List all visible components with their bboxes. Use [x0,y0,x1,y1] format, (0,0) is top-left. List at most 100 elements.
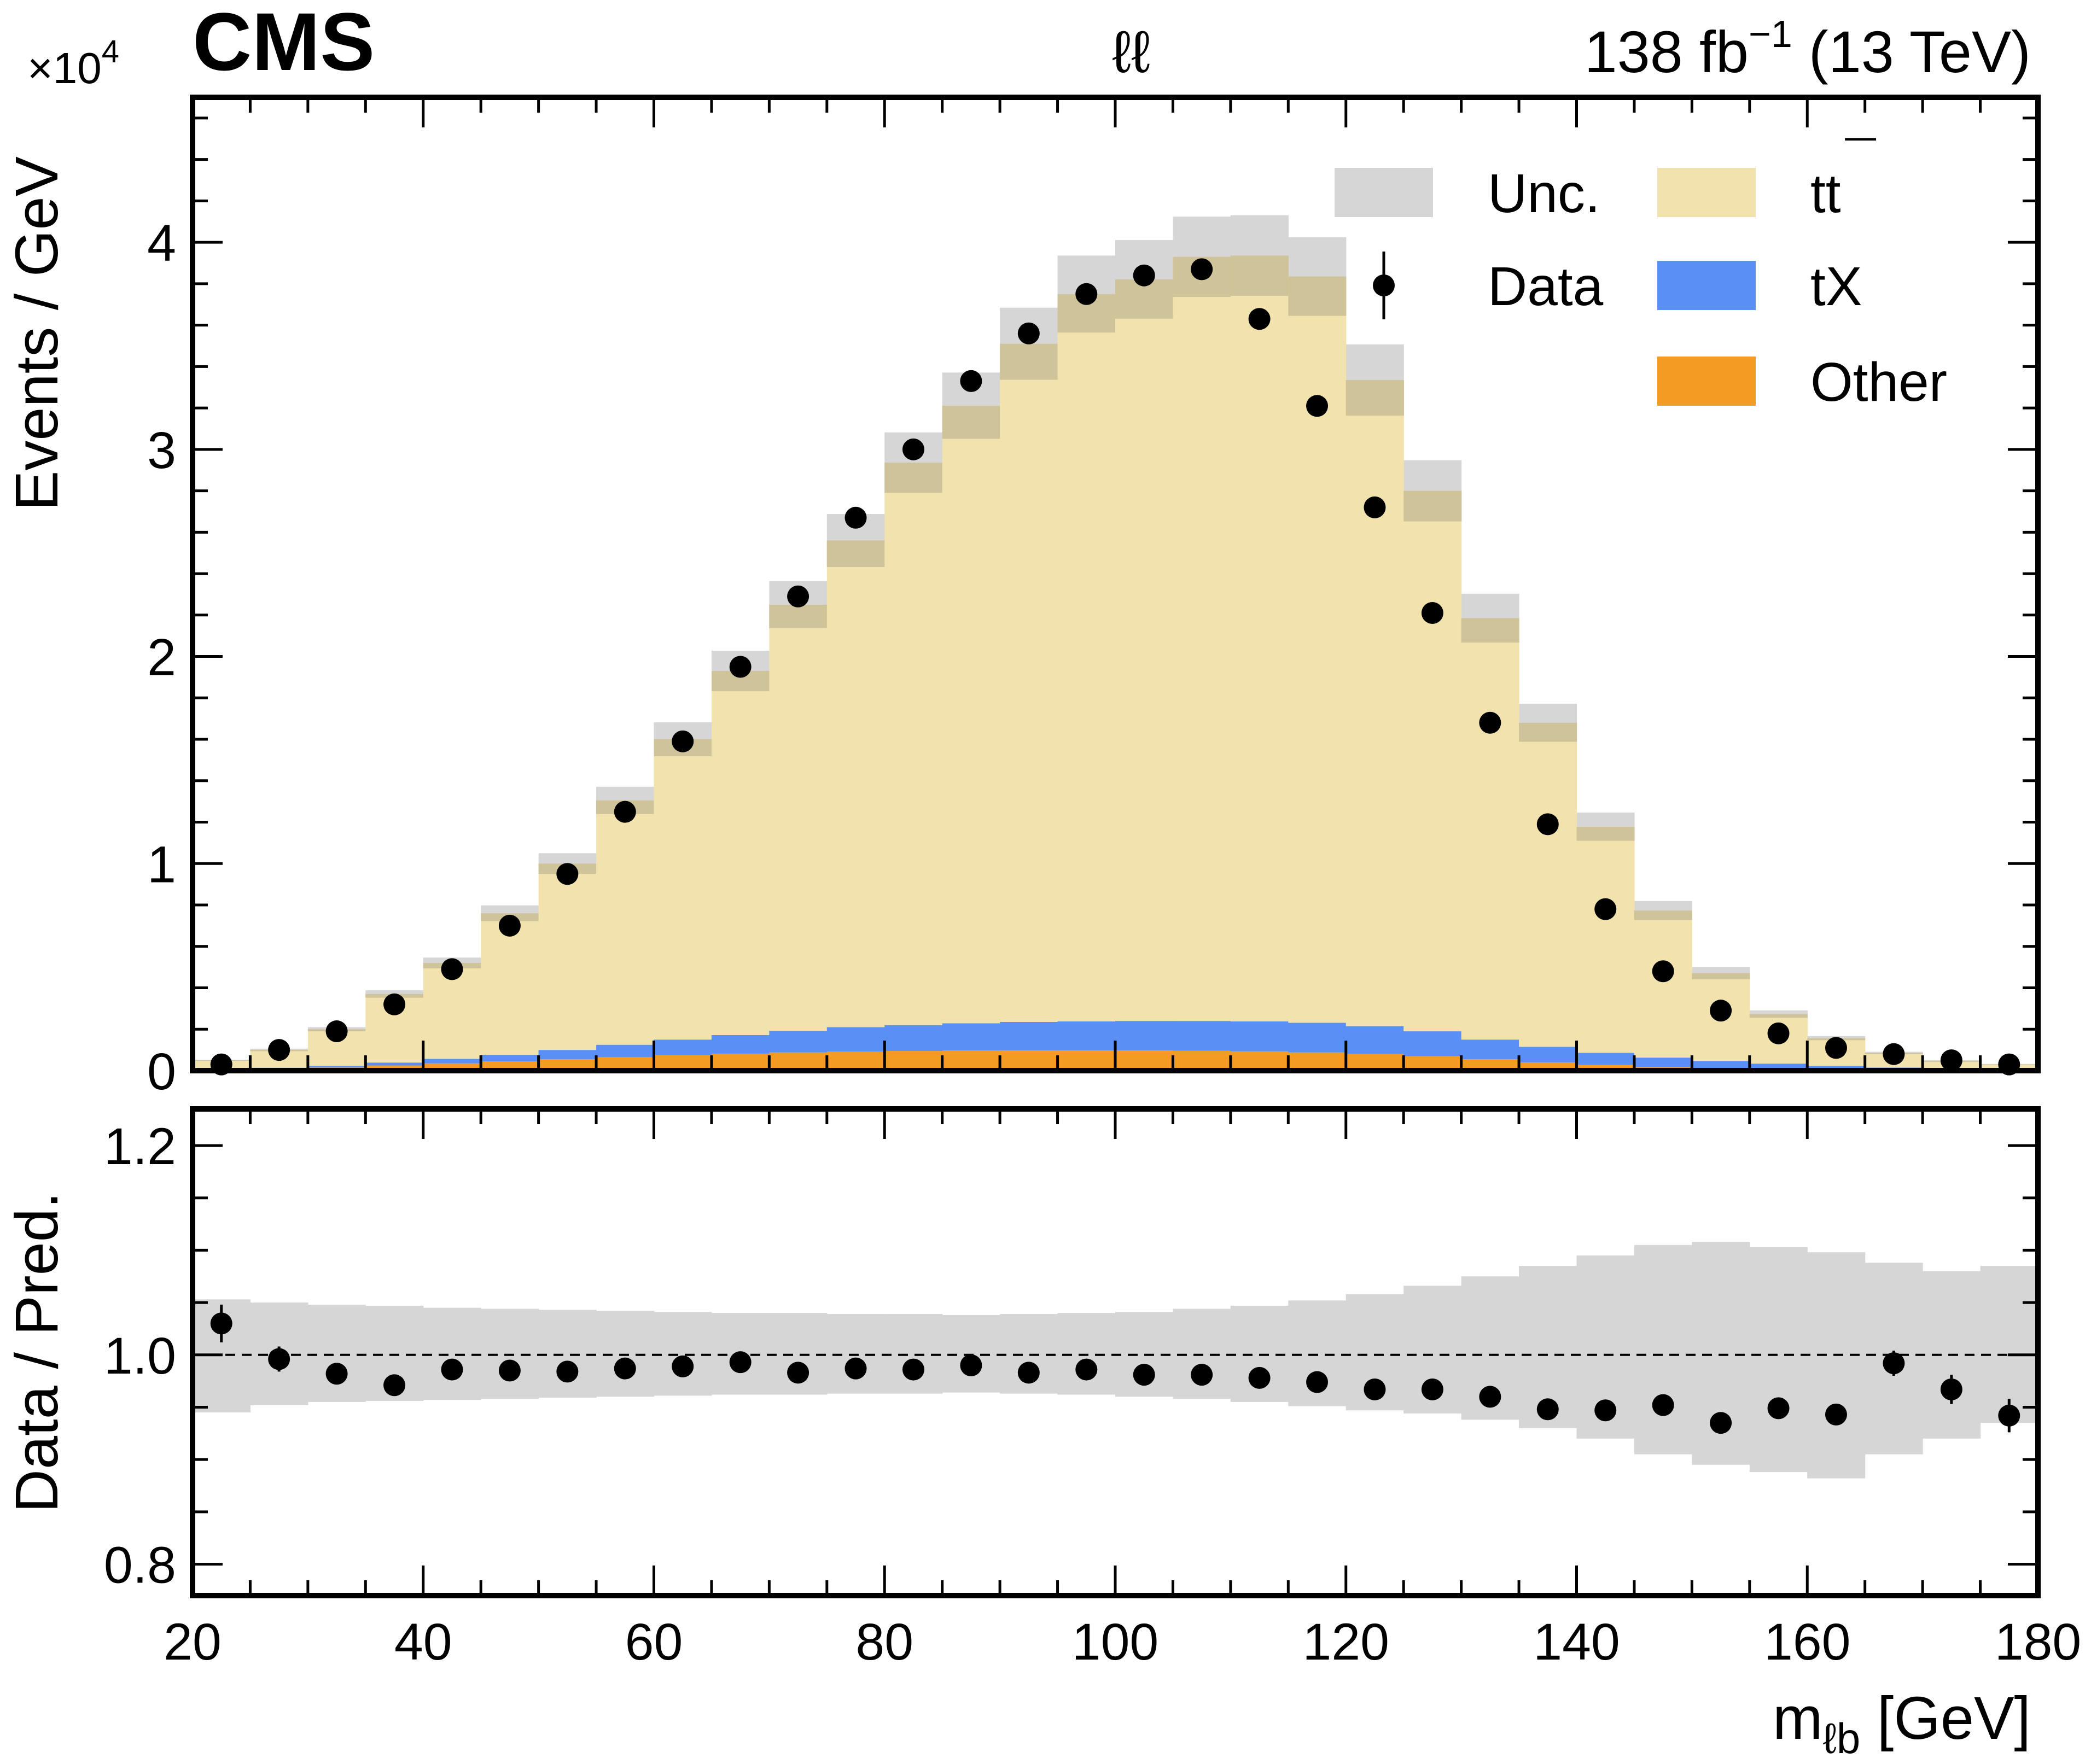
ratio-point [383,1374,406,1397]
x-tick-label: 140 [1533,1613,1620,1671]
ttbar-bar [1346,379,1404,1026]
ttbar-bar [1634,910,1692,1058]
x-tick-label: 100 [1072,1613,1159,1671]
legend-swatch-ttbar [1657,168,1756,217]
tx-bar [1461,1039,1519,1060]
ratio-y-tick-labels: 0.8 1.0 1.2 [104,1118,176,1594]
ttbar-bar [1115,279,1174,1021]
ttbar-bar [654,739,712,1040]
tx-bar [1692,1061,1750,1068]
x-axis-title: mℓb [GeV] [1773,1685,2031,1762]
ratio-point [1767,1397,1790,1420]
ttbar-bar [1461,618,1519,1040]
data-point [383,993,406,1015]
data-point [614,801,636,823]
ratio-point [268,1348,290,1370]
tx-bar [423,1059,481,1064]
ratio-point [1017,1362,1040,1384]
x-tick-label: 20 [164,1613,222,1671]
ratio-point [1940,1378,1962,1400]
tx-bar [1288,1023,1347,1053]
y-scale-prefix: ×10 [27,44,102,92]
ttbar-bar [1000,343,1058,1022]
unc-overlap-bin [1634,910,1692,920]
tx-bar [307,1066,366,1068]
ratio-unc-bin [307,1304,366,1402]
ratio-point [1191,1364,1213,1386]
y-scale-exponent: 4 [102,34,119,69]
legend-swatch-tX [1657,261,1756,310]
y-tick-label: 1 [147,836,176,893]
data-point [1940,1049,1962,1072]
tx-bar [769,1030,828,1053]
ratio-point [844,1357,867,1380]
other-bar [1173,1050,1231,1071]
ratio-point [1364,1378,1386,1400]
ttbar-bar [1403,490,1462,1032]
ttbar-bar [1288,276,1347,1023]
data-point [1594,898,1617,920]
tx-bar [1000,1022,1058,1050]
legend-swatch-unc [1335,168,1433,217]
data-point [556,863,579,885]
tx-bar [1749,1064,1808,1069]
data-point [325,1020,348,1043]
tx-bar [1807,1066,1866,1070]
stacked-histogram [193,255,2038,1071]
data-point [1364,496,1386,518]
ttbar-bar [1173,256,1231,1021]
other-bar [711,1053,770,1071]
data-point [1248,308,1271,330]
data-point [960,370,982,392]
data-point [441,958,463,980]
x-tick-labels: 20 40 60 80 100 120 140 160 180 [164,1613,2081,1671]
unc-overlap-bin [1461,618,1519,643]
data-point [902,438,924,460]
ttbar-bar [711,671,770,1035]
tx-bar [1057,1021,1116,1050]
unc-overlap-bin [1230,255,1289,296]
other-bar [1346,1054,1404,1071]
data-point [1191,258,1213,281]
tx-bar [1634,1058,1692,1067]
tx-bar [942,1023,1000,1051]
legend-label-tX: tX [1810,256,1862,317]
data-point [1017,322,1040,344]
tx-bar [1230,1021,1289,1052]
ttbar-bar [1230,255,1289,1021]
data-point [1306,395,1329,417]
lumi-exponent: −1 [1749,13,1792,55]
ratio-y-tick-label: 0.8 [104,1537,176,1594]
y-tick-label: 2 [147,629,176,687]
ratio-point [787,1362,809,1384]
unc-overlap-bin [1403,490,1462,522]
ttbar-bar [596,800,655,1045]
tx-bar [1576,1053,1635,1065]
other-bar [1115,1050,1174,1071]
ttbar-bar [1576,826,1635,1053]
tx-bar [365,1062,424,1066]
tx-bar [884,1025,943,1052]
experiment-label: CMS [193,0,375,87]
legend-label-ttbar-bar: ¯ [1845,130,1877,191]
ttbar-bar [942,405,1000,1024]
tx-bar [1115,1021,1174,1050]
ratio-point [1536,1398,1559,1421]
y-axis-title: Events / GeV [3,156,71,511]
unc-overlap-bin [826,540,885,567]
ratio-point [1248,1366,1271,1389]
ratio-point [1133,1364,1155,1386]
data-point [498,914,521,937]
other-bar [1288,1052,1347,1071]
ratio-unc-bin [1807,1252,1866,1479]
unc-overlap-bin [1519,722,1577,742]
ratio-points [210,1304,2020,1434]
y-tick-label: 0 [147,1043,176,1101]
data-point [672,730,694,752]
legend-label-data: Data [1488,256,1604,317]
unc-overlap-bin [1576,826,1635,841]
data-point [1883,1043,1905,1065]
tx-bar [711,1035,770,1054]
tx-bar [826,1027,885,1052]
x-tick-label: 40 [394,1613,452,1671]
